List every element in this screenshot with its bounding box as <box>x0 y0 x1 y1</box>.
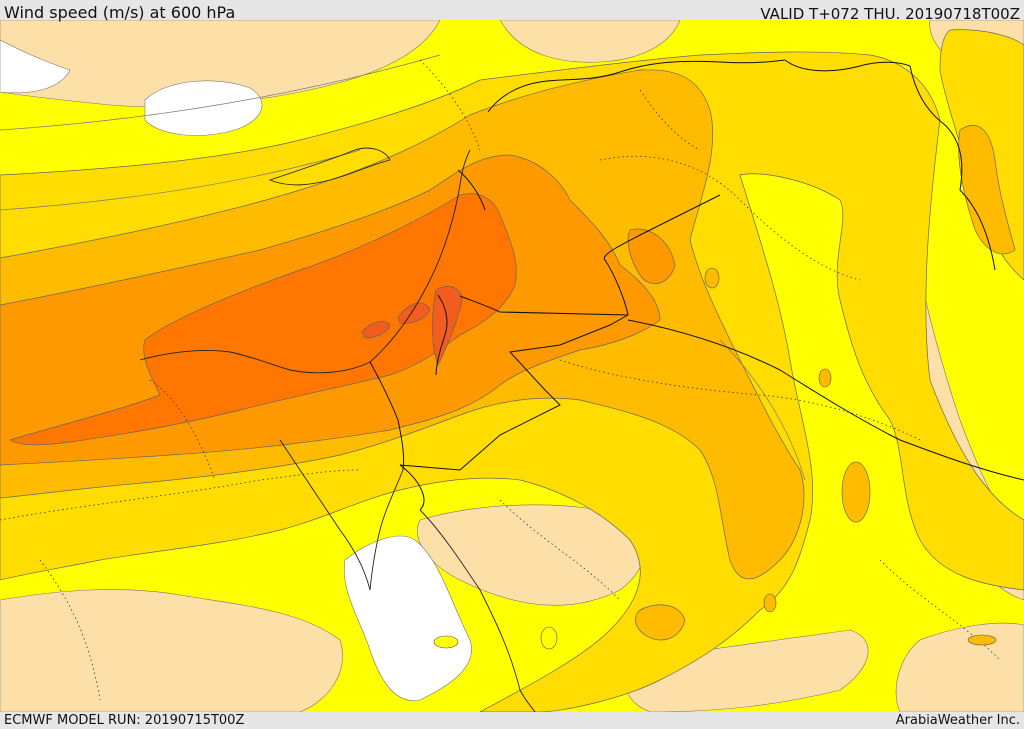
small-features <box>704 267 871 613</box>
map-title: Wind speed (m/s) at 600 hPa <box>4 3 236 22</box>
dotted-boundaries <box>0 59 1001 701</box>
band-dark-orange <box>9 193 517 446</box>
wind-speed-map <box>0 20 1024 712</box>
lowest-wind-patches <box>0 39 472 701</box>
isotachs <box>0 54 806 481</box>
country-borders <box>369 59 1024 511</box>
coastlines <box>139 147 536 712</box>
small-yellow-features <box>433 626 997 650</box>
model-run: ECMWF MODEL RUN: 20190715T00Z <box>4 713 245 728</box>
provider: ArabiaWeather Inc. <box>895 713 1020 728</box>
valid-time: VALID T+072 THU. 20190718T00Z <box>760 5 1020 23</box>
